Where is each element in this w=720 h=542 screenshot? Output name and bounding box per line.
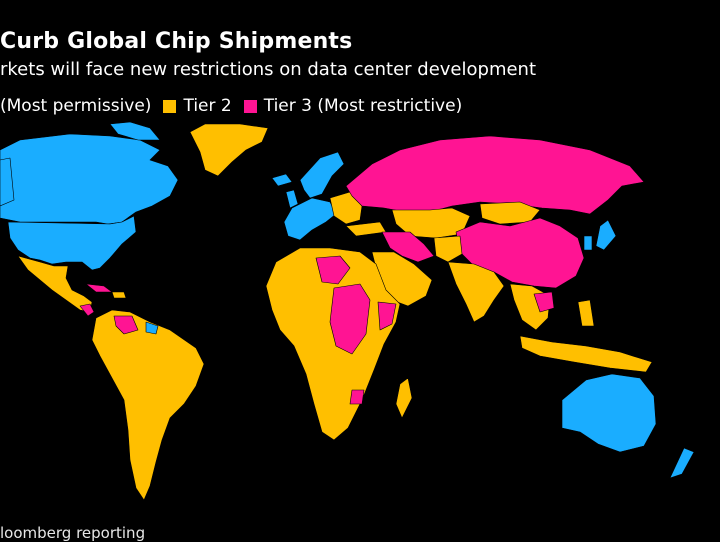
region-guianas <box>145 321 159 335</box>
region-scandinavia <box>299 151 345 199</box>
region-africa-tier3-south <box>349 389 365 405</box>
region-indonesia <box>519 335 653 373</box>
region-south-america <box>91 309 205 501</box>
world-map <box>0 121 695 501</box>
legend-label-tier1: (Most permissive) <box>0 96 152 116</box>
region-canada <box>0 133 179 225</box>
region-cuba <box>85 283 113 293</box>
region-turkey <box>345 221 387 237</box>
chart-title: Curb Global Chip Shipments <box>0 29 353 54</box>
region-southeast-asia-tier3 <box>533 291 555 313</box>
region-australia <box>561 373 657 453</box>
region-uk <box>285 189 299 209</box>
region-iceland <box>271 173 293 187</box>
region-western-europe <box>283 197 337 241</box>
region-venezuela <box>113 315 139 335</box>
legend-swatch-tier2 <box>163 99 177 113</box>
region-central-america-tier3 <box>79 303 95 317</box>
legend-item-tier3: Tier 3 (Most restrictive) <box>243 96 463 116</box>
region-central-asia <box>433 235 463 263</box>
region-africa-tier3-north <box>315 255 351 285</box>
region-mexico <box>17 255 93 313</box>
region-russia <box>345 135 645 215</box>
region-korea <box>583 235 593 251</box>
region-greenland <box>189 123 269 177</box>
legend: (Most permissive) Tier 2 Tier 3 (Most re… <box>0 96 474 116</box>
legend-item-tier2: Tier 2 <box>163 96 232 116</box>
region-africa-tier3-central <box>329 283 371 355</box>
legend-label-tier3: Tier 3 (Most restrictive) <box>263 96 463 116</box>
legend-item-tier1: (Most permissive) <box>0 96 151 116</box>
legend-swatch-tier3 <box>243 99 257 113</box>
region-caribbean <box>111 291 127 299</box>
region-philippines <box>577 299 595 327</box>
legend-label-tier2: Tier 2 <box>183 96 232 116</box>
region-madagascar <box>395 377 413 419</box>
source-note: loomberg reporting <box>0 524 146 542</box>
region-new-zealand <box>669 447 695 479</box>
region-alaska <box>0 157 15 207</box>
chart-subtitle: rkets will face new restrictions on data… <box>0 59 537 80</box>
region-middle-east-tier3 <box>381 231 435 263</box>
region-india <box>447 261 505 323</box>
region-united-states <box>7 215 137 271</box>
region-japan <box>595 219 617 251</box>
region-arctic-islands <box>109 121 161 141</box>
region-africa-tier3-horn <box>377 301 397 331</box>
